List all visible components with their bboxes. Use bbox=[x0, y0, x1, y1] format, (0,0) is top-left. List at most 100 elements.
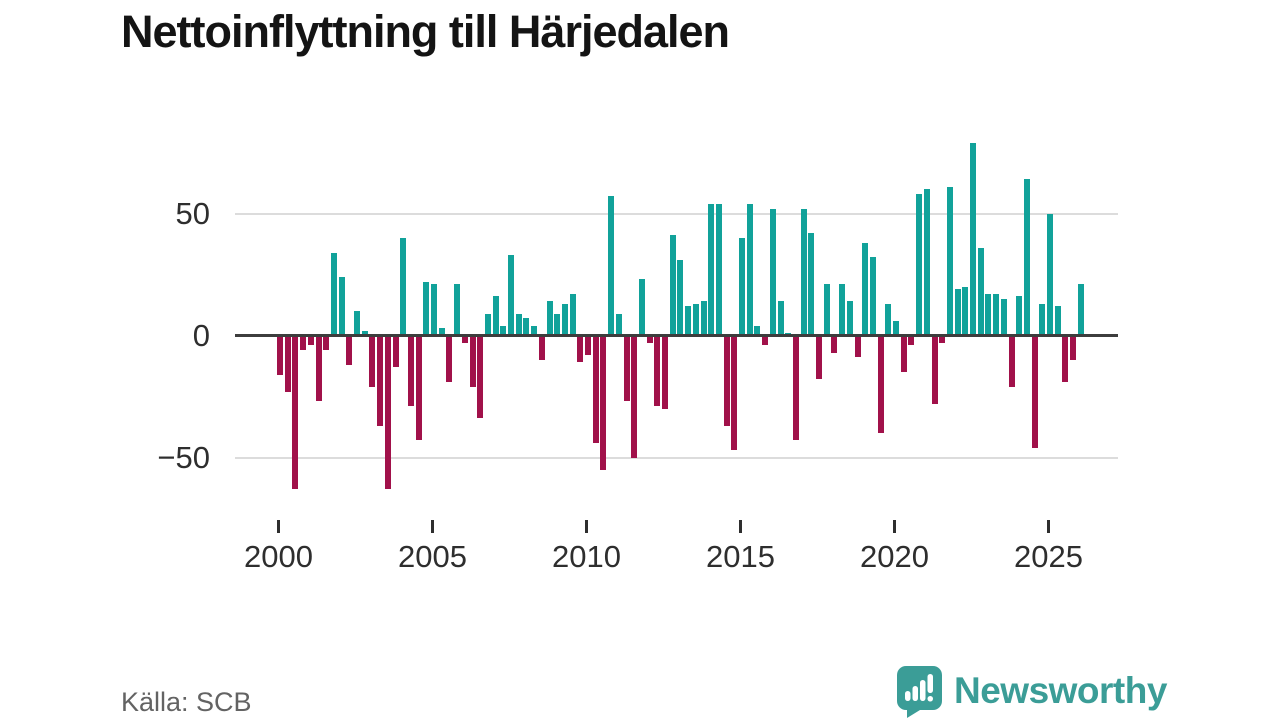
bar-positive bbox=[1077, 284, 1084, 336]
bar-positive bbox=[715, 203, 722, 336]
bar-positive bbox=[1023, 179, 1030, 336]
bar-positive bbox=[885, 303, 892, 336]
bar-positive bbox=[638, 279, 645, 336]
bar-positive bbox=[777, 301, 784, 336]
x-axis-tick bbox=[739, 520, 742, 533]
bar-negative bbox=[469, 335, 476, 387]
bar-negative bbox=[662, 335, 668, 409]
bar-negative bbox=[577, 335, 584, 363]
bar-positive bbox=[1016, 296, 1023, 336]
x-tick-label: 2000 bbox=[244, 539, 313, 574]
bar-positive bbox=[808, 233, 815, 336]
x-tick-label: 2015 bbox=[706, 539, 775, 574]
x-tick-label: 2005 bbox=[398, 539, 467, 574]
bar-negative bbox=[292, 335, 299, 490]
bar-negative bbox=[307, 335, 314, 346]
chart-title: Nettoinflyttning till Härjedalen bbox=[121, 6, 730, 57]
bar-negative bbox=[415, 335, 422, 441]
bar-positive bbox=[946, 186, 953, 336]
bar-negative bbox=[1031, 335, 1038, 448]
bar-positive bbox=[1000, 298, 1007, 336]
bar-negative bbox=[446, 335, 453, 382]
y-tick-label: −50 bbox=[157, 439, 210, 475]
bar-positive bbox=[400, 237, 407, 336]
bar-positive bbox=[746, 203, 753, 336]
bar-negative bbox=[877, 335, 884, 434]
bar-negative bbox=[731, 335, 738, 451]
bar-positive bbox=[685, 306, 692, 336]
bar-positive bbox=[546, 301, 553, 336]
bar-positive bbox=[839, 284, 846, 336]
bar-negative bbox=[900, 335, 907, 373]
bar-negative bbox=[323, 335, 330, 351]
bar-negative bbox=[931, 335, 938, 404]
bar-positive bbox=[993, 294, 1000, 336]
bar-negative bbox=[315, 335, 322, 402]
bar-positive bbox=[754, 325, 761, 336]
bar-positive bbox=[692, 303, 699, 336]
bar-positive bbox=[985, 294, 992, 336]
bar-positive bbox=[700, 301, 707, 336]
y-tick-label: 50 bbox=[175, 195, 210, 231]
bar-positive bbox=[893, 320, 899, 336]
bar-negative bbox=[369, 335, 376, 387]
bar-negative bbox=[831, 335, 838, 353]
bar-negative bbox=[908, 335, 915, 346]
bar-positive bbox=[423, 281, 430, 336]
bar-negative bbox=[623, 335, 630, 402]
bar-positive bbox=[970, 142, 976, 336]
bar-negative bbox=[392, 335, 399, 368]
bar-negative bbox=[1070, 335, 1077, 360]
bar-positive bbox=[508, 254, 514, 336]
x-tick-label: 2025 bbox=[1014, 539, 1083, 574]
bar-negative bbox=[377, 335, 384, 426]
bar-negative bbox=[477, 335, 484, 419]
bar-negative bbox=[792, 335, 799, 441]
bar-negative bbox=[277, 335, 283, 375]
bar-negative bbox=[939, 335, 946, 343]
bar-positive bbox=[561, 303, 568, 336]
bar-positive bbox=[1054, 306, 1061, 336]
bar-positive bbox=[438, 328, 445, 336]
x-tick-label: 2010 bbox=[552, 539, 621, 574]
bar-positive bbox=[569, 294, 576, 336]
x-axis-tick bbox=[893, 520, 896, 533]
bar-negative bbox=[723, 335, 730, 426]
x-axis-tick bbox=[431, 520, 434, 533]
bar-positive bbox=[769, 208, 776, 336]
bar-positive bbox=[454, 284, 461, 336]
bar-positive bbox=[954, 289, 961, 336]
bar-positive bbox=[962, 286, 969, 336]
bar-positive bbox=[977, 247, 984, 336]
newsworthy-logo: Newsworthy bbox=[897, 666, 1167, 718]
x-axis-tick bbox=[277, 520, 280, 533]
x-axis-tick bbox=[585, 520, 588, 533]
bar-negative bbox=[407, 335, 414, 407]
bar-positive bbox=[431, 284, 437, 336]
newsworthy-speech-bubble-icon bbox=[897, 666, 942, 718]
bar-negative bbox=[585, 335, 591, 356]
bar-positive bbox=[361, 330, 368, 336]
bar-negative bbox=[461, 335, 468, 343]
bar-negative bbox=[762, 335, 769, 346]
bar-negative bbox=[631, 335, 638, 458]
bar-positive bbox=[523, 318, 530, 336]
x-tick-label: 2020 bbox=[860, 539, 929, 574]
bar-positive bbox=[608, 196, 615, 336]
bar-positive bbox=[338, 276, 345, 336]
bar-positive bbox=[554, 313, 561, 336]
bar-positive bbox=[492, 296, 499, 336]
bar-positive bbox=[846, 301, 853, 336]
bar-negative bbox=[300, 335, 307, 351]
bar-negative bbox=[654, 335, 661, 407]
bar-positive bbox=[739, 237, 745, 336]
bar-positive bbox=[484, 313, 491, 336]
bar-positive bbox=[515, 313, 522, 336]
bar-positive bbox=[1047, 213, 1053, 336]
bar-positive bbox=[923, 189, 930, 336]
bar-positive bbox=[615, 313, 622, 336]
bar-positive bbox=[330, 252, 337, 336]
gridline bbox=[235, 456, 1118, 459]
